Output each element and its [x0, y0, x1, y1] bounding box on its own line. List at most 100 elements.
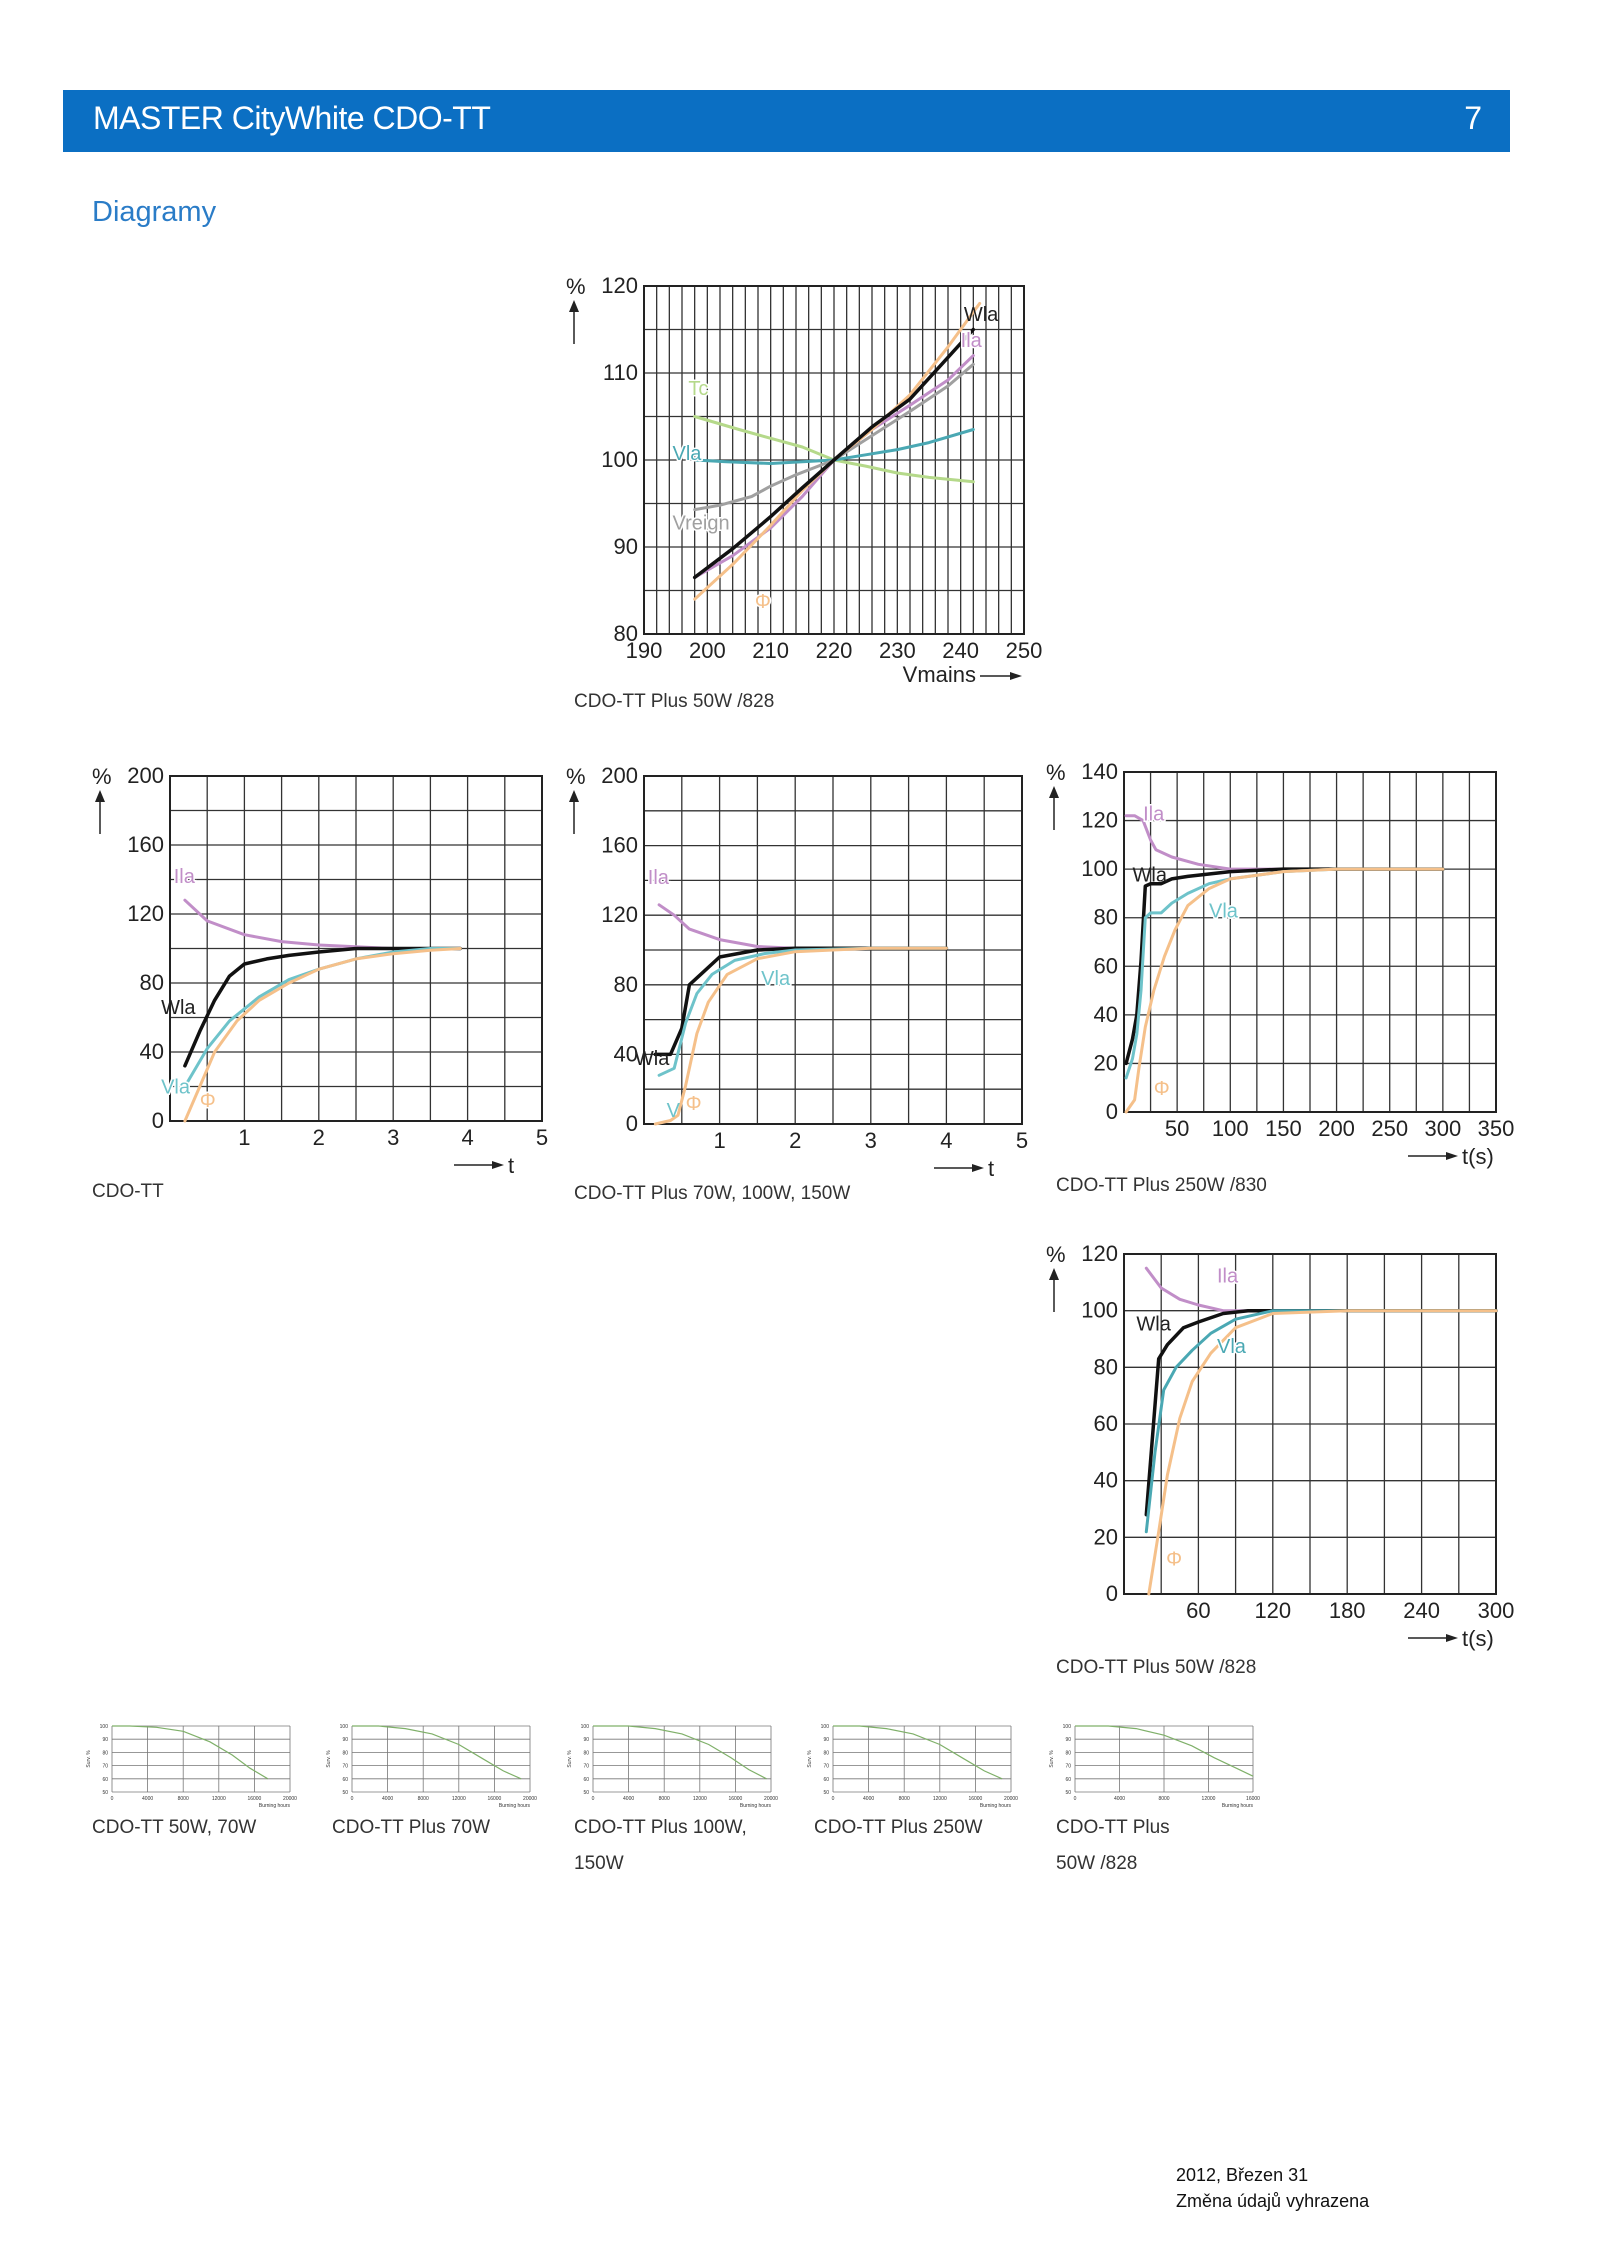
x-tick-label: 250	[1006, 638, 1043, 663]
y-tick-label: 60	[1094, 1411, 1118, 1436]
x-axis-label: t(s)	[1462, 1144, 1494, 1169]
x-tick-label: 4000	[1114, 1796, 1125, 1802]
y-tick-label: 100	[100, 1724, 109, 1730]
y-tick-label: 200	[601, 763, 638, 788]
x-tick-label: 12000	[212, 1796, 226, 1802]
series-label: Vla	[1209, 901, 1239, 923]
y-tick-label: 100	[1081, 1298, 1118, 1323]
y-tick-label: 80	[583, 1750, 589, 1756]
y-tick-label: 100	[601, 447, 638, 472]
y-tick-label: 160	[601, 833, 638, 858]
x-axis-label: Burning hours	[980, 1803, 1012, 1809]
y-tick-label: 80	[614, 621, 638, 646]
y-tick-label: 90	[614, 534, 638, 559]
x-tick-label: 12000	[933, 1796, 947, 1802]
survival-curve	[593, 1725, 767, 1780]
survival-curve	[112, 1725, 269, 1780]
footer-date: 2012, Březen 31	[1176, 2165, 1309, 2185]
y-tick-label: 60	[823, 1777, 829, 1783]
survival-caption: CDO-TT 50W, 70W	[92, 1817, 257, 1838]
chart-cdo-tt-plus-70-150: 0 40 80 120 160 200 1 2 3 4 5% t Ila Wla Vla ΦV	[566, 763, 1028, 1181]
y-tick-label: 50	[102, 1790, 108, 1796]
x-tick-label: 16000	[1246, 1796, 1260, 1802]
x-tick-label: 150	[1265, 1116, 1302, 1141]
survival-chart: 0 4000 8000 12000 16000 20000 50 60 70 80 90 100 Sur…	[567, 1724, 778, 1809]
y-tick-label: 80	[342, 1750, 348, 1756]
x-tick-label: 190	[626, 638, 663, 663]
y-tick-label: 90	[583, 1737, 589, 1743]
y-tick-label: 70	[102, 1764, 108, 1770]
survival-curve	[833, 1725, 1003, 1780]
document-title: MASTER CityWhite CDO-TT	[93, 100, 491, 136]
x-tick-label: 2	[313, 1125, 325, 1150]
y-tick-label: 40	[140, 1039, 164, 1064]
x-tick-label: 4000	[863, 1796, 874, 1802]
x-tick-label: 100	[1212, 1116, 1249, 1141]
series-label: V	[667, 1100, 681, 1122]
y-tick-label: 110	[603, 360, 638, 385]
x-axis-label: t	[988, 1156, 994, 1181]
x-tick-label: 230	[879, 638, 916, 663]
survival-chart: 0 4000 8000 12000 16000 50 60 70 80 90 100 Surv. % B…	[1049, 1724, 1260, 1809]
survival-chart: 0 4000 8000 12000 16000 20000 50 60 70 80 90 100 Sur…	[326, 1724, 537, 1809]
x-axis-label: t	[508, 1153, 514, 1178]
x-tick-label: 240	[1403, 1598, 1440, 1623]
y-tick-label: 50	[1065, 1790, 1071, 1796]
x-tick-label: 2	[789, 1128, 801, 1153]
y-axis-arrowhead	[569, 300, 579, 312]
y-tick-label: 120	[1081, 1241, 1118, 1266]
x-axis-label: t(s)	[1462, 1626, 1494, 1651]
series-line-φ	[1124, 867, 1445, 1114]
x-axis-label: Vmains	[903, 662, 976, 687]
y-tick-label: 80	[1065, 1750, 1071, 1756]
y-axis-label: Surv. %	[567, 1750, 573, 1768]
plot-frame	[169, 775, 543, 1122]
x-tick-label: 8000	[178, 1796, 189, 1802]
chart-cdo-tt: 0 40 80 120 160 200 1 2 3 4 5% t Ila Wla Vla Φ	[92, 763, 548, 1178]
x-tick-label: 300	[1424, 1116, 1461, 1141]
page-header: MASTER CityWhite CDO-TT 7	[63, 90, 1510, 152]
series-line-vla	[1124, 867, 1445, 1080]
footer: 2012, Březen 31 Změna údajů vyhrazena	[1176, 2162, 1369, 2214]
y-axis-arrowhead	[1049, 1268, 1059, 1280]
x-tick-label: 120	[1254, 1598, 1291, 1623]
y-tick-label: 120	[601, 902, 638, 927]
y-tick-label: 60	[1094, 953, 1118, 978]
series-line-vla	[183, 947, 462, 1088]
series-label: Ila	[1143, 804, 1165, 826]
x-tick-label: 4000	[623, 1796, 634, 1802]
y-tick-label: 100	[821, 1724, 830, 1730]
x-tick-label: 1	[238, 1125, 250, 1150]
series-label: Wla	[1133, 864, 1168, 886]
x-tick-label: 300	[1478, 1598, 1515, 1623]
x-tick-label: 20000	[523, 1796, 537, 1802]
y-tick-label: 90	[102, 1737, 108, 1743]
x-tick-label: 5	[536, 1125, 548, 1150]
x-tick-label: 8000	[659, 1796, 670, 1802]
x-tick-label: 16000	[968, 1796, 982, 1802]
y-tick-label: 0	[1106, 1099, 1118, 1124]
y-tick-label: 100	[340, 1724, 349, 1730]
chart-caption: CDO-TT	[92, 1181, 164, 1202]
x-tick-label: 200	[689, 638, 726, 663]
x-tick-label: 20000	[1004, 1796, 1018, 1802]
survival-chart: 0 4000 8000 12000 16000 20000 50 60 70 80 90 100 Sur…	[86, 1724, 297, 1809]
series-line-ila	[657, 903, 948, 950]
x-tick-label: 0	[1074, 1796, 1077, 1802]
series-label: Wla	[161, 997, 196, 1019]
x-tick-label: 3	[865, 1128, 877, 1153]
series-label: Wla	[964, 304, 999, 326]
y-axis-arrowhead	[569, 790, 579, 802]
y-tick-label: 90	[342, 1737, 348, 1743]
x-tick-label: 200	[1318, 1116, 1355, 1141]
x-tick-label: 0	[832, 1796, 835, 1802]
series-label: Wla	[1136, 1314, 1171, 1336]
y-tick-label: 20	[1094, 1524, 1118, 1549]
y-tick-label: 80	[614, 972, 638, 997]
y-axis-label: %	[1046, 1242, 1066, 1267]
y-tick-label: 160	[127, 832, 164, 857]
y-axis-label: Surv. %	[1049, 1750, 1055, 1768]
series-line-vreign	[693, 362, 975, 512]
x-axis-arrowhead	[1446, 1152, 1458, 1160]
chart-caption: CDO-TT Plus 50W /828	[1056, 1657, 1257, 1678]
